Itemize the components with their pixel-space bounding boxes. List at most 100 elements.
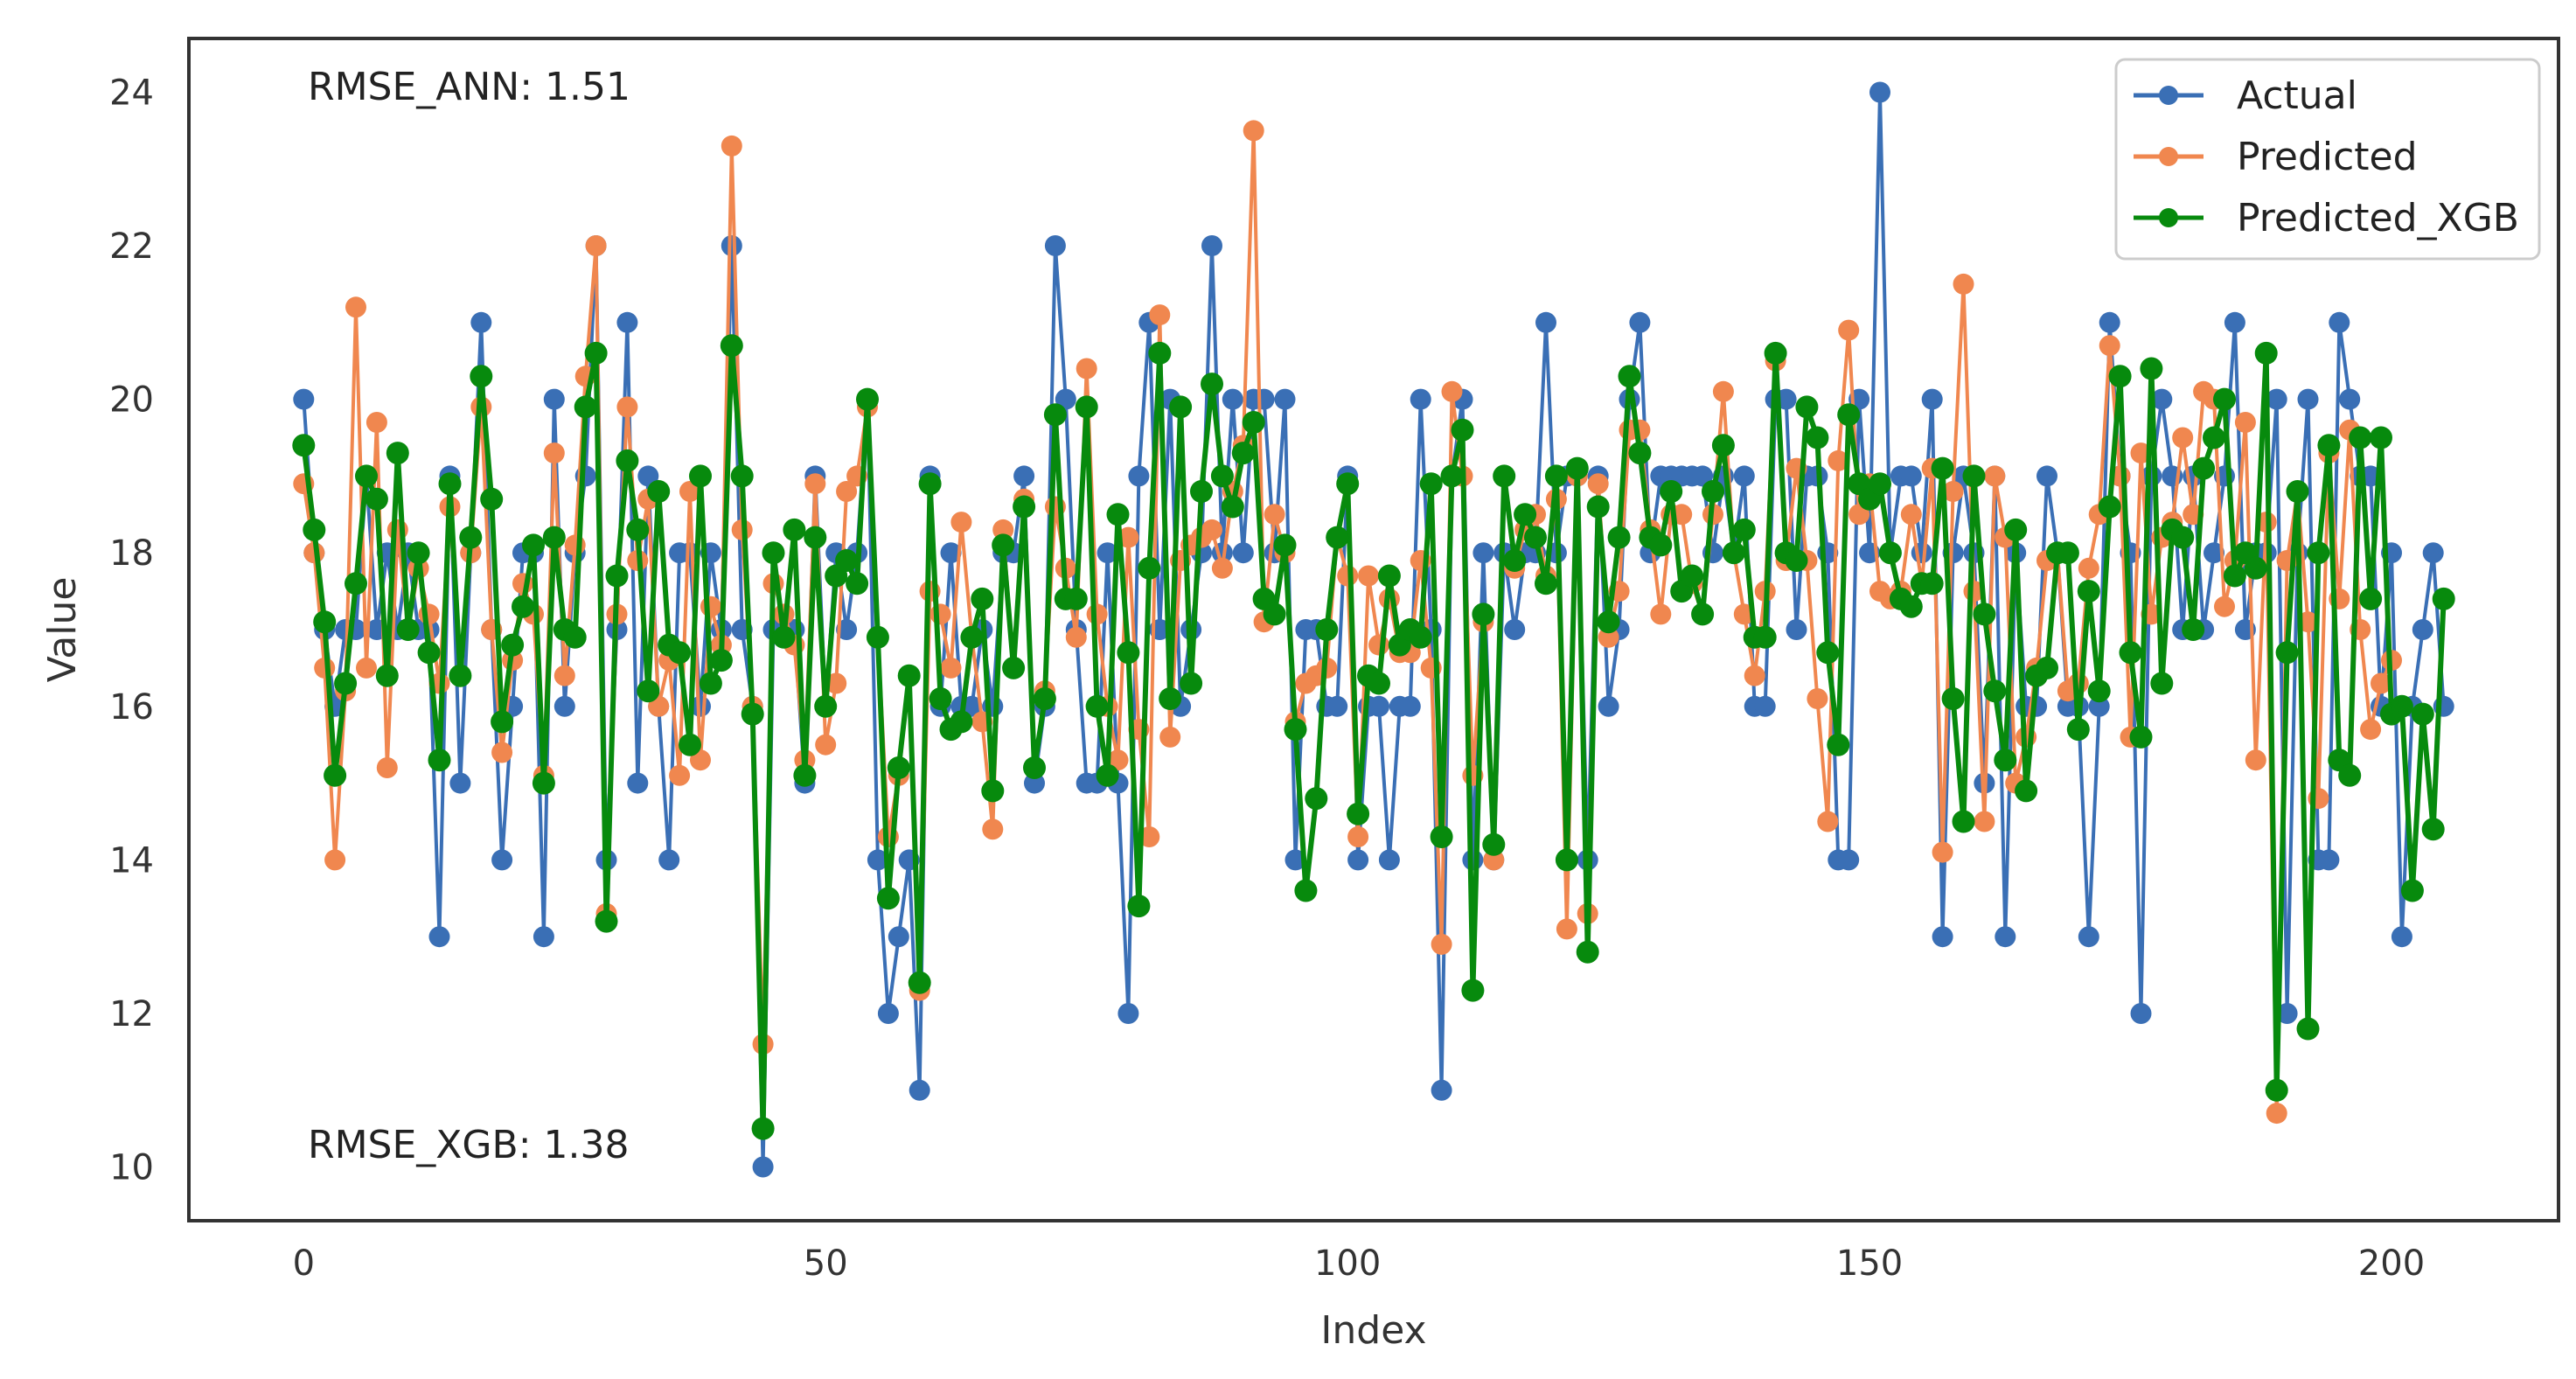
data-point-predicted-xgb xyxy=(783,518,806,541)
data-point-predicted-xgb xyxy=(804,526,827,549)
data-point-predicted-xgb xyxy=(1806,426,1829,449)
data-point-predicted xyxy=(679,481,700,502)
data-point-actual xyxy=(1410,388,1431,410)
data-point-predicted xyxy=(553,665,575,686)
data-point-predicted-xgb xyxy=(897,664,921,687)
data-point-predicted-xgb xyxy=(2056,541,2079,565)
data-point-predicted xyxy=(585,235,607,256)
data-point-predicted-xgb xyxy=(1973,602,1996,626)
data-point-predicted xyxy=(1598,626,1619,648)
data-point-predicted-xgb xyxy=(846,572,869,595)
data-point-predicted-xgb xyxy=(1785,549,1808,572)
data-point-predicted-xgb xyxy=(709,649,733,672)
data-point-actual xyxy=(637,465,659,487)
data-point-predicted xyxy=(1065,626,1087,648)
data-point-predicted-xgb xyxy=(1368,672,1390,695)
data-point-actual xyxy=(1044,235,1066,256)
y-tick-label: 18 xyxy=(109,533,154,574)
data-point-predicted-xgb xyxy=(616,449,639,472)
data-point-actual xyxy=(1024,772,1045,794)
data-point-predicted-xgb xyxy=(950,710,973,734)
data-point-actual xyxy=(2318,849,2340,871)
data-point-predicted xyxy=(1211,557,1233,579)
data-point-predicted xyxy=(721,135,742,157)
data-point-predicted-xgb xyxy=(2296,1017,2320,1041)
data-point-predicted xyxy=(1556,918,1577,940)
data-point-actual xyxy=(1097,542,1118,564)
data-point-predicted xyxy=(616,396,638,418)
data-point-actual xyxy=(1472,542,1494,564)
data-point-predicted-xgb xyxy=(2349,426,2372,449)
data-point-actual xyxy=(449,772,471,794)
data-point-predicted-xgb xyxy=(1159,687,1182,710)
data-point-predicted-xgb xyxy=(1920,572,1944,595)
data-point-predicted-xgb xyxy=(386,442,409,465)
data-point-predicted-xgb xyxy=(428,749,451,772)
data-point-predicted-xgb xyxy=(762,541,785,565)
data-point-predicted-xgb xyxy=(334,672,358,695)
data-point-predicted xyxy=(804,473,826,495)
data-point-predicted-xgb xyxy=(981,779,1005,803)
data-point-predicted-xgb xyxy=(1565,456,1589,480)
data-point-predicted-xgb xyxy=(2192,456,2216,480)
data-point-predicted-xgb xyxy=(835,549,859,572)
data-point-predicted xyxy=(836,481,858,502)
data-point-predicted-xgb xyxy=(2140,357,2163,380)
data-point-predicted xyxy=(700,595,721,617)
data-point-predicted-xgb xyxy=(1013,495,1036,519)
data-point-predicted-xgb xyxy=(1461,979,1485,1002)
data-point-predicted-xgb xyxy=(1514,503,1537,526)
data-point-predicted xyxy=(1953,273,1974,295)
data-point-actual xyxy=(836,619,858,640)
data-point-predicted xyxy=(1828,449,1849,471)
data-point-predicted-xgb xyxy=(1138,556,1161,580)
data-point-predicted-xgb xyxy=(1544,464,1568,488)
data-point-predicted-xgb xyxy=(1952,810,1975,833)
data-point-predicted-xgb xyxy=(1649,533,1673,557)
data-point-actual xyxy=(1932,926,1953,948)
data-point-predicted-xgb xyxy=(1231,442,1255,465)
data-point-predicted-xgb xyxy=(1169,395,1193,419)
data-point-actual xyxy=(1629,311,1651,333)
data-point-predicted xyxy=(2266,1103,2287,1125)
data-point-predicted xyxy=(1712,380,1734,402)
legend-label: Predicted xyxy=(2237,135,2418,179)
data-point-predicted-xgb xyxy=(1305,787,1328,811)
data-point-predicted-xgb xyxy=(2077,580,2100,603)
data-point-predicted-xgb xyxy=(563,625,587,649)
data-point-predicted xyxy=(1441,380,1463,402)
data-point-predicted xyxy=(815,734,837,756)
data-point-predicted-xgb xyxy=(595,909,618,933)
data-point-actual xyxy=(1399,695,1421,717)
data-point-actual xyxy=(1754,695,1776,717)
data-point-actual xyxy=(2297,388,2319,410)
data-point-predicted-xgb xyxy=(1816,641,1840,665)
data-point-predicted-xgb xyxy=(1869,472,1891,496)
y-tick-label: 10 xyxy=(109,1148,154,1188)
data-point-predicted-xgb xyxy=(2411,702,2434,726)
data-point-predicted xyxy=(491,742,513,763)
data-point-actual xyxy=(888,926,909,948)
data-point-predicted-xgb xyxy=(689,464,712,488)
data-point-predicted-xgb xyxy=(2265,1078,2288,1102)
data-point-actual xyxy=(1232,542,1254,564)
data-point-predicted xyxy=(2172,427,2194,449)
data-point-actual xyxy=(2391,926,2412,948)
data-point-predicted-xgb xyxy=(1409,625,1432,649)
data-point-predicted xyxy=(1201,519,1222,540)
y-tick-label: 22 xyxy=(109,226,154,267)
data-point-predicted-xgb xyxy=(1043,403,1067,427)
data-point-predicted xyxy=(1243,120,1264,142)
data-point-predicted-xgb xyxy=(1618,365,1641,388)
data-point-predicted-xgb xyxy=(1472,602,1495,626)
data-point-predicted xyxy=(982,818,1004,840)
data-point-predicted xyxy=(1744,665,1765,686)
data-point-predicted-xgb xyxy=(2286,480,2309,503)
data-point-predicted xyxy=(929,603,951,625)
data-point-actual xyxy=(1055,388,1076,410)
data-point-actual xyxy=(1326,695,1348,717)
data-point-predicted xyxy=(940,657,962,679)
data-point-predicted-xgb xyxy=(605,564,629,588)
data-point-predicted-xgb xyxy=(491,710,514,734)
data-point-predicted-xgb xyxy=(2203,426,2225,449)
